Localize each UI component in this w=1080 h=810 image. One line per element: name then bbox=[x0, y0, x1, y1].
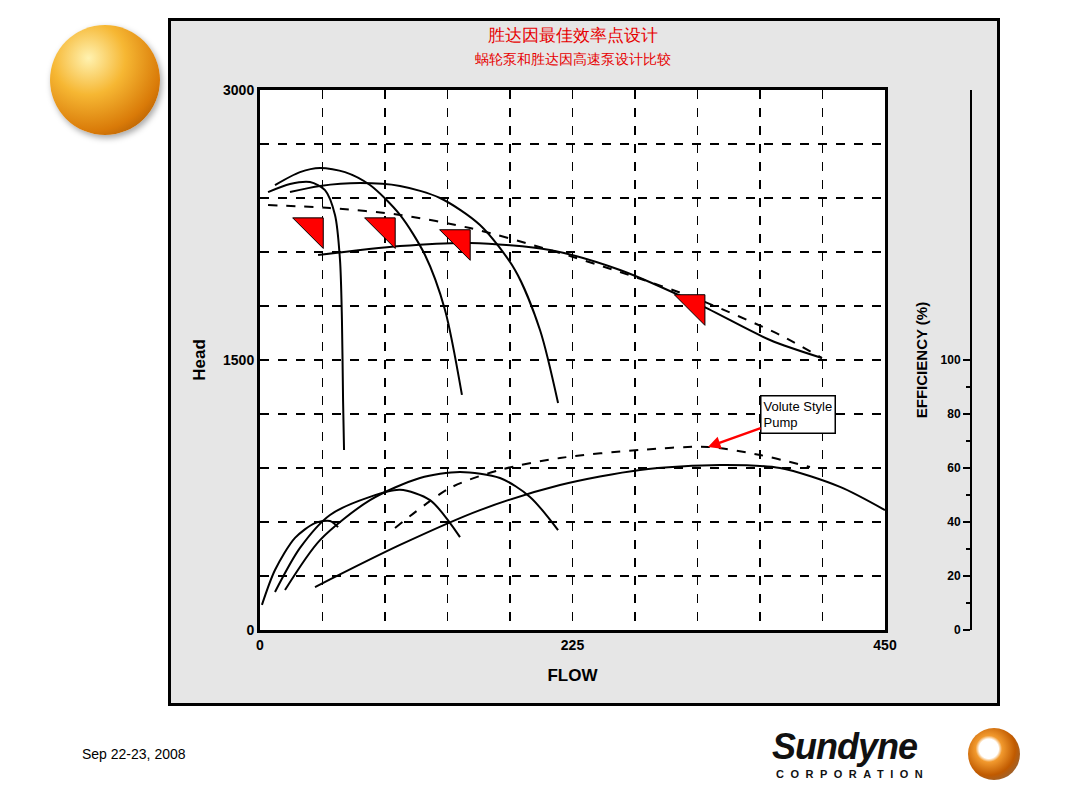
svg-text:0: 0 bbox=[256, 637, 264, 653]
html-text:CORPORATION: CORPORATION bbox=[776, 768, 930, 780]
svg-text:80: 80 bbox=[947, 407, 961, 421]
svg-text:Head: Head bbox=[190, 339, 209, 381]
html-text:Sundyne: Sundyne bbox=[772, 726, 917, 767]
svg-text:450: 450 bbox=[873, 637, 897, 653]
svg-text:100: 100 bbox=[941, 353, 961, 367]
svg-text:40: 40 bbox=[947, 515, 961, 529]
svg-text:Volute StylePump: Volute StylePump bbox=[764, 399, 833, 431]
svg-text:60: 60 bbox=[947, 461, 961, 475]
svg-text:1500: 1500 bbox=[223, 352, 254, 368]
svg-text:EFFICIENCY (%): EFFICIENCY (%) bbox=[913, 302, 930, 418]
svg-text:0: 0 bbox=[954, 623, 961, 637]
svg-text:225: 225 bbox=[561, 637, 585, 653]
svg-text:胜达因最佳效率点设计蜗轮泵和胜达因高速泵设计比较: 胜达因最佳效率点设计蜗轮泵和胜达因高速泵设计比较 bbox=[475, 26, 671, 66]
svg-text:20: 20 bbox=[947, 569, 961, 583]
svg-text:FLOW: FLOW bbox=[547, 666, 598, 685]
svg-text:0: 0 bbox=[246, 622, 254, 638]
svg-text:3000: 3000 bbox=[223, 82, 254, 98]
html-text:Sep 22-23, 2008: Sep 22-23, 2008 bbox=[82, 746, 186, 762]
